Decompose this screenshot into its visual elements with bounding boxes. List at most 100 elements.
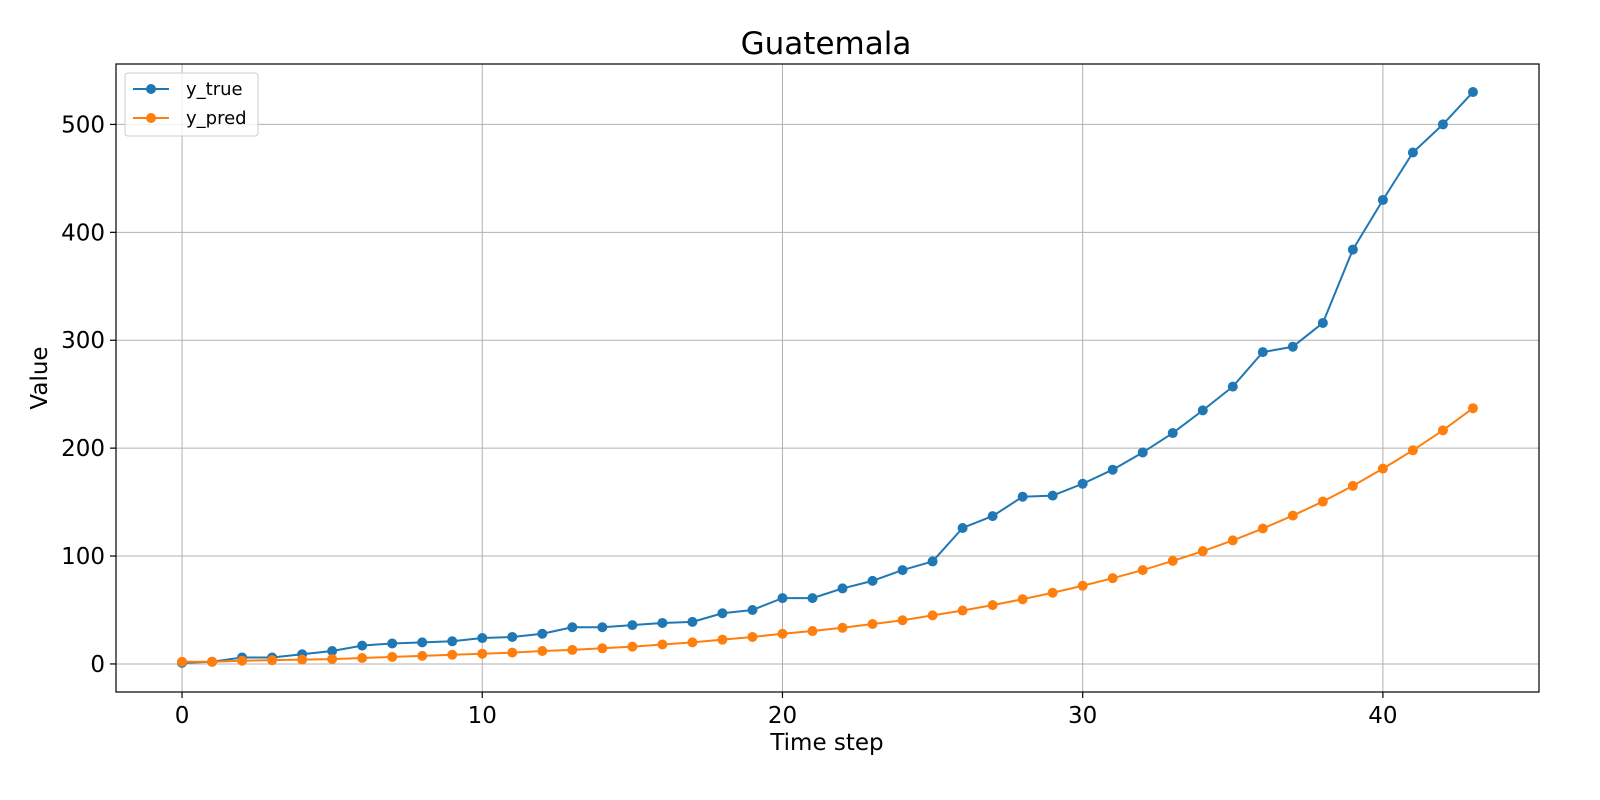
data-point-y-true: [1077, 478, 1088, 489]
data-point-y-pred: [717, 634, 728, 645]
series-line-y-pred: [182, 407, 1474, 663]
y-tick-label: 300: [61, 328, 105, 354]
data-point-y-true: [1377, 194, 1388, 205]
data-point-y-pred: [747, 631, 758, 642]
data-point-y-true: [837, 583, 848, 594]
data-point-y-pred: [1047, 587, 1058, 598]
data-point-y-true: [327, 645, 338, 656]
data-point-y-pred: [867, 619, 878, 630]
data-point-y-true: [1347, 244, 1358, 255]
data-point-y-true: [1047, 490, 1058, 501]
data-point-y-pred: [207, 656, 218, 667]
y-tick-label: 200: [61, 436, 105, 462]
data-point-y-pred: [327, 654, 338, 665]
y-tick-label: 500: [61, 112, 105, 138]
y-tick-label: 0: [90, 652, 105, 678]
legend-marker-y-true: [146, 84, 156, 94]
legend-marker-y-pred: [146, 113, 156, 123]
data-point-y-true: [1017, 491, 1028, 502]
data-point-y-pred: [417, 650, 428, 661]
data-point-y-pred: [447, 649, 458, 660]
data-point-y-pred: [387, 651, 398, 662]
data-point-y-true: [1437, 119, 1448, 130]
data-point-y-pred: [927, 610, 938, 621]
data-point-y-true: [807, 593, 818, 604]
data-point-y-pred: [1377, 463, 1388, 474]
grid-lines: [116, 64, 1539, 692]
data-point-y-pred: [807, 626, 818, 637]
data-point-y-pred: [1407, 445, 1418, 456]
data-point-y-pred: [177, 656, 188, 667]
series-line-y-true: [182, 91, 1474, 664]
data-point-y-pred: [1077, 580, 1088, 591]
data-point-y-true: [1317, 317, 1328, 328]
y-tick-label: 400: [61, 220, 105, 246]
data-point-y-pred: [1197, 546, 1208, 557]
data-point-y-true: [927, 556, 938, 567]
legend: y_true y_pred: [124, 72, 259, 137]
data-point-y-true: [597, 622, 608, 633]
data-point-y-true: [687, 616, 698, 627]
data-point-y-true: [447, 636, 458, 647]
x-tick-label: 0: [175, 703, 190, 729]
data-point-y-true: [657, 617, 668, 628]
data-point-y-pred: [537, 645, 548, 656]
data-point-y-true: [987, 511, 998, 522]
data-point-y-pred: [1347, 480, 1358, 491]
data-point-y-true: [1227, 381, 1238, 392]
data-point-y-true: [627, 620, 638, 631]
data-point-y-pred: [987, 600, 998, 611]
data-point-y-pred: [597, 643, 608, 654]
data-point-y-pred: [237, 655, 248, 666]
data-point-y-true: [1407, 147, 1418, 158]
data-point-y-true: [1257, 347, 1268, 358]
chart-title: Guatemala: [741, 26, 912, 62]
data-point-y-pred: [1287, 510, 1298, 521]
data-point-y-pred: [1107, 573, 1118, 584]
series-layer: [177, 87, 1478, 668]
y-axis-label: Value: [27, 346, 53, 409]
data-point-y-true: [717, 608, 728, 619]
data-point-y-true: [1287, 341, 1298, 352]
data-point-y-pred: [1437, 425, 1448, 436]
data-point-y-true: [567, 622, 578, 633]
data-point-y-true: [867, 575, 878, 586]
data-point-y-pred: [357, 653, 368, 664]
data-point-y-pred: [627, 641, 638, 652]
data-point-y-true: [537, 628, 548, 639]
data-point-y-pred: [657, 639, 668, 650]
data-point-y-true: [417, 637, 428, 648]
series-y-pred: [177, 403, 1478, 667]
data-point-y-pred: [1257, 523, 1268, 534]
data-point-y-pred: [1167, 555, 1178, 566]
data-point-y-true: [1107, 464, 1118, 475]
data-point-y-pred: [897, 615, 908, 626]
x-tick-label: 30: [1068, 703, 1097, 729]
data-point-y-true: [1137, 447, 1148, 458]
x-tick-label: 10: [468, 703, 497, 729]
data-point-y-pred: [1137, 565, 1148, 576]
legend-label-y-pred: y_pred: [186, 108, 247, 129]
data-point-y-true: [1167, 428, 1178, 439]
data-point-y-pred: [1017, 594, 1028, 605]
data-point-y-true: [777, 593, 788, 604]
data-point-y-true: [507, 631, 518, 642]
data-point-y-true: [357, 640, 368, 651]
data-point-y-pred: [477, 648, 488, 659]
data-point-y-pred: [837, 622, 848, 633]
data-point-y-true: [1467, 87, 1478, 98]
data-point-y-pred: [777, 628, 788, 639]
x-axis-label: Time step: [769, 730, 883, 756]
data-point-y-pred: [267, 655, 278, 666]
legend-label-y-true: y_true: [186, 79, 243, 100]
data-point-y-pred: [297, 654, 308, 665]
data-point-y-true: [387, 638, 398, 649]
y-tick-label: 100: [61, 544, 105, 570]
x-tick-label: 40: [1368, 703, 1397, 729]
plot-frame: [115, 63, 1540, 693]
data-point-y-pred: [687, 637, 698, 648]
data-point-y-pred: [507, 647, 518, 658]
data-point-y-pred: [1227, 535, 1238, 546]
data-point-y-pred: [957, 605, 968, 616]
